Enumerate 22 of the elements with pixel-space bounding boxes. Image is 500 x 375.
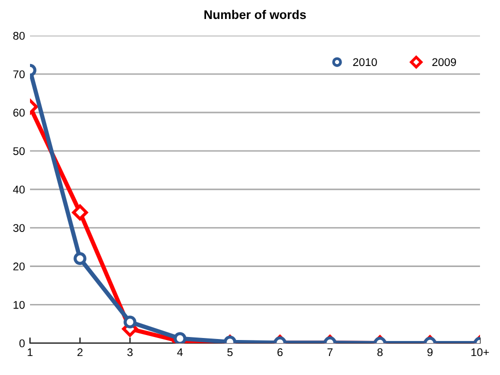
x-tick-label: 5 xyxy=(227,348,233,356)
x-tick-label: 3 xyxy=(127,348,133,356)
x-tick-label: 1 xyxy=(28,348,33,356)
legend-label: 2009 xyxy=(432,58,456,66)
x-tick-label: 9 xyxy=(427,348,433,356)
y-tick-label: 20 xyxy=(13,262,25,270)
y-tick-label: 40 xyxy=(13,186,25,194)
x-tick-label: 2 xyxy=(77,348,83,356)
x-tick-label: 8 xyxy=(377,348,383,356)
x-tick-label: 6 xyxy=(277,348,283,356)
y-tick-label: 50 xyxy=(13,147,25,156)
y-tick-label: 10 xyxy=(14,300,25,309)
x-tick-label: 4 xyxy=(177,348,183,356)
legend-label: 2010 xyxy=(353,58,377,66)
chart-title: Number of words xyxy=(204,10,306,20)
y-tick-label: 80 xyxy=(13,32,25,40)
y-tick-label: 0 xyxy=(19,339,25,348)
x-tick-label: 7 xyxy=(327,348,333,356)
y-tick-label: 60 xyxy=(13,108,25,117)
x-tick-label: 10+ xyxy=(471,348,489,356)
y-tick-label: 30 xyxy=(13,224,25,232)
y-tick-label: 70 xyxy=(13,70,25,78)
